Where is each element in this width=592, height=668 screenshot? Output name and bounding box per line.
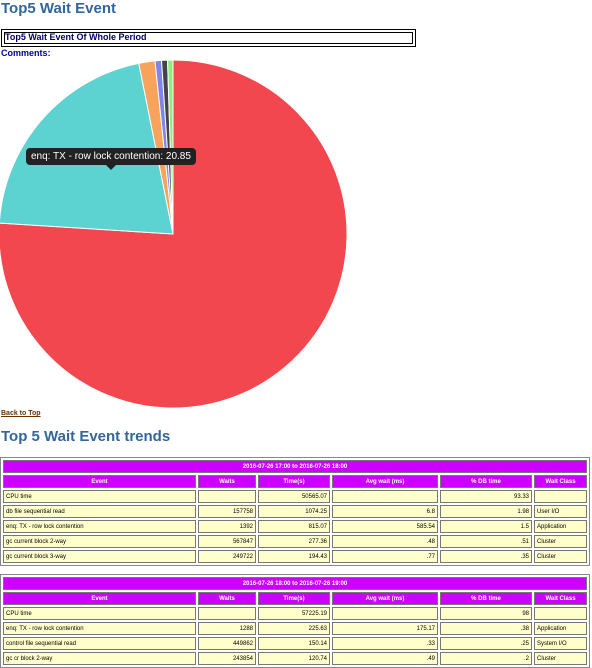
table-cell xyxy=(534,490,587,503)
table-cell xyxy=(534,607,587,620)
table-cell: 585.54 xyxy=(332,520,438,533)
column-header: Event xyxy=(3,592,196,605)
trend-table: 2016-07-26 17:00 to 2016-07-26 18:00 Even… xyxy=(0,457,590,566)
table-cell: 175.17 xyxy=(332,622,438,635)
section-header-box: Top5 Wait Event Of Whole Period xyxy=(1,29,416,47)
tooltip-text: enq: TX - row lock contention: 20.85 xyxy=(31,151,191,162)
column-header: Time(s) xyxy=(258,475,330,488)
table-cell: .33 xyxy=(332,637,438,650)
table-cell xyxy=(332,490,438,503)
table-cell: 98 xyxy=(440,607,532,620)
column-header: % DB time xyxy=(440,475,532,488)
table-cell: CPU time xyxy=(3,490,196,503)
table-cell: .2 xyxy=(440,652,532,665)
table-row: CPU time 50565.07 93.33 xyxy=(3,490,587,503)
table-row: gc current block 2-way 567847 277.36.48.51… xyxy=(3,535,587,548)
table-cell: .48 xyxy=(332,535,438,548)
column-header: Waits xyxy=(198,475,256,488)
trend-table: 2016-07-26 18:00 to 2016-07-26 19:00 Even… xyxy=(0,574,590,668)
table-cell: 1288 xyxy=(198,622,256,635)
table-cell: Cluster xyxy=(534,652,587,665)
table-cell: 567847 xyxy=(198,535,256,548)
table-cell: 277.36 xyxy=(258,535,330,548)
column-header: Avg wait (ms) xyxy=(332,475,438,488)
table-cell: 449862 xyxy=(198,637,256,650)
table-cell: .49 xyxy=(332,652,438,665)
column-header: Waits xyxy=(198,592,256,605)
page-title: Top5 Wait Event xyxy=(1,0,117,17)
column-header: Wait Class xyxy=(534,592,587,605)
table-cell: 1.5 xyxy=(440,520,532,533)
table-cell: 1392 xyxy=(198,520,256,533)
table-cell: 50565.07 xyxy=(258,490,330,503)
table-cell xyxy=(332,607,438,620)
table-cell: enq: TX - row lock contention xyxy=(3,520,196,533)
period-header: 2016-07-26 17:00 to 2016-07-26 18:00 xyxy=(3,460,587,473)
column-header: Time(s) xyxy=(258,592,330,605)
table-cell: .35 xyxy=(440,550,532,563)
table-row: enq: TX - row lock contention 1288 225.63 1… xyxy=(3,622,587,635)
table-cell: 6.8 xyxy=(332,505,438,518)
chart-tooltip: enq: TX - row lock contention: 20.85 xyxy=(26,148,196,170)
table-cell: gc current block 2-way xyxy=(3,535,196,548)
table-cell: Cluster xyxy=(534,535,587,548)
table-cell: Cluster xyxy=(534,550,587,563)
table-cell: User I/O xyxy=(534,505,587,518)
table-cell: 157758 xyxy=(198,505,256,518)
table-cell: System I/O xyxy=(534,637,587,650)
pie-chart[interactable] xyxy=(0,58,350,410)
table-cell: CPU time xyxy=(3,607,196,620)
table-row: enq: TX - row lock contention 1392 815.07 5… xyxy=(3,520,587,533)
table-row: gc cr block 2-way 243854 120.74.49.2 Cluste… xyxy=(3,652,587,665)
table-row: CPU time 57225.19 98 xyxy=(3,607,587,620)
table-cell: 93.33 xyxy=(440,490,532,503)
pie-slice-5[interactable] xyxy=(167,59,174,235)
table-row: db file sequential read 157758 1074.25 6.8 1… xyxy=(3,505,587,518)
table-cell: 57225.19 xyxy=(258,607,330,620)
table-cell: 120.74 xyxy=(258,652,330,665)
table-cell: 249722 xyxy=(198,550,256,563)
table-cell: enq: TX - row lock contention xyxy=(3,622,196,635)
table-cell: db file sequential read xyxy=(3,505,196,518)
table-cell: 1074.25 xyxy=(258,505,330,518)
table-cell: 150.14 xyxy=(258,637,330,650)
column-header: Avg wait (ms) xyxy=(332,592,438,605)
table-cell: Application xyxy=(534,520,587,533)
table-cell: Application xyxy=(534,622,587,635)
table-cell: 225.63 xyxy=(258,622,330,635)
section-header: Top5 Wait Event Of Whole Period xyxy=(5,32,147,42)
table-cell: .38 xyxy=(440,622,532,635)
column-header: % DB time xyxy=(440,592,532,605)
column-header: Event xyxy=(3,475,196,488)
table-cell: 1.98 xyxy=(440,505,532,518)
table-cell: gc cr block 2-way xyxy=(3,652,196,665)
table-row: control file sequential read 449862 150.14… xyxy=(3,637,587,650)
table-cell: .25 xyxy=(440,637,532,650)
table-cell: .51 xyxy=(440,535,532,548)
comments-label: Comments: xyxy=(1,48,51,58)
table-cell: control file sequential read xyxy=(3,637,196,650)
table-cell: 243854 xyxy=(198,652,256,665)
table-cell: 194.43 xyxy=(258,550,330,563)
table-row: gc current block 3-way 249722 194.43.77.35… xyxy=(3,550,587,563)
table-cell xyxy=(198,490,256,503)
period-header: 2016-07-26 18:00 to 2016-07-26 19:00 xyxy=(3,577,587,590)
table-cell: .77 xyxy=(332,550,438,563)
back-to-top-link[interactable]: Back to Top xyxy=(1,410,41,417)
table-cell xyxy=(198,607,256,620)
table-cell: gc current block 3-way xyxy=(3,550,196,563)
trends-title: Top 5 Wait Event trends xyxy=(1,428,171,445)
column-header: Wait Class xyxy=(534,475,587,488)
table-cell: 815.07 xyxy=(258,520,330,533)
